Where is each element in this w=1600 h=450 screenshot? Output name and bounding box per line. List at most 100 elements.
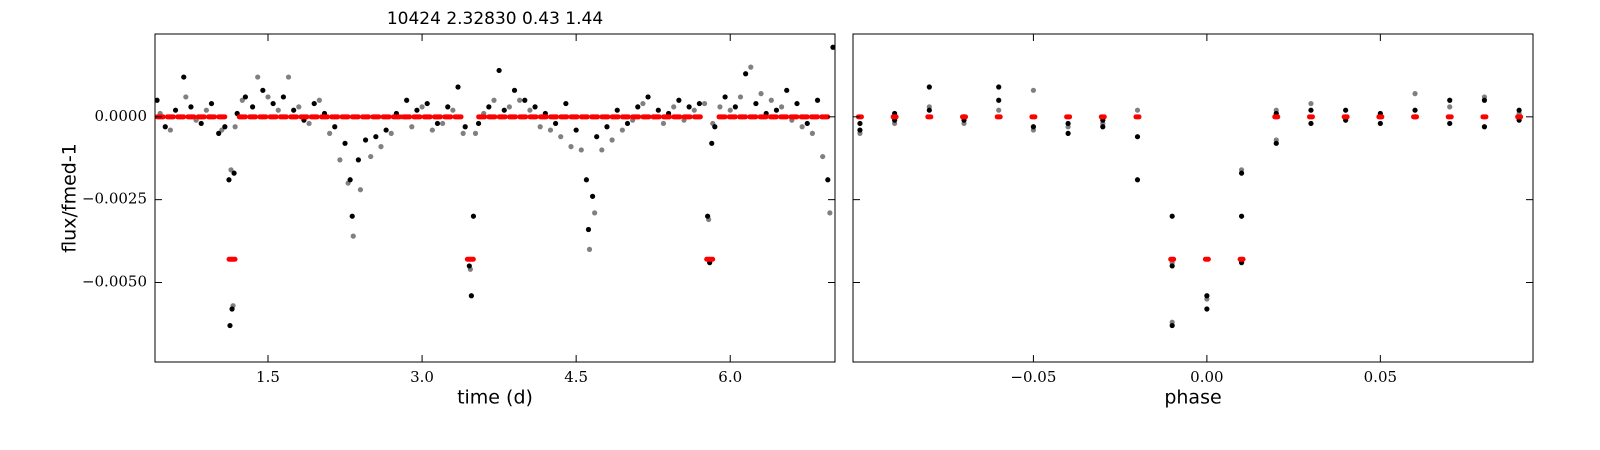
model-point bbox=[960, 114, 969, 120]
data-point bbox=[645, 94, 651, 100]
data-point bbox=[660, 120, 667, 127]
data-point bbox=[388, 130, 394, 136]
data-point bbox=[228, 167, 234, 173]
model-point bbox=[661, 114, 673, 120]
data-point bbox=[1516, 107, 1522, 113]
data-point bbox=[226, 177, 232, 183]
data-point bbox=[229, 306, 235, 312]
data-point bbox=[527, 107, 533, 113]
data-point bbox=[586, 246, 593, 252]
data-point bbox=[231, 170, 237, 176]
model-point bbox=[288, 114, 300, 120]
data-point bbox=[583, 177, 590, 183]
model-point bbox=[236, 114, 248, 120]
data-point bbox=[635, 104, 641, 110]
x-tick-label: −0.05 bbox=[1010, 368, 1056, 386]
data-point bbox=[857, 120, 863, 127]
data-point bbox=[1308, 120, 1314, 127]
model-point bbox=[1341, 114, 1350, 120]
model-point bbox=[452, 114, 464, 120]
data-point bbox=[804, 120, 810, 127]
model-point bbox=[568, 114, 580, 120]
data-point bbox=[1412, 107, 1418, 113]
data-point bbox=[470, 213, 477, 219]
data-point bbox=[671, 104, 677, 110]
x-tick-label: 0.05 bbox=[1364, 368, 1397, 386]
data-point bbox=[414, 107, 420, 113]
model-point bbox=[390, 114, 402, 120]
data-point bbox=[468, 293, 474, 299]
data-point bbox=[222, 124, 228, 130]
model-point bbox=[691, 114, 703, 120]
x-tick-label: 6.0 bbox=[718, 368, 742, 386]
y-tick-label: 0.0000 bbox=[95, 107, 148, 125]
data-point bbox=[585, 226, 592, 233]
data-point bbox=[1343, 107, 1349, 113]
model-point bbox=[609, 114, 621, 120]
x-tick-label: 3.0 bbox=[410, 368, 434, 386]
data-point bbox=[926, 84, 932, 90]
data-point bbox=[1447, 120, 1453, 127]
data-point bbox=[1134, 107, 1141, 113]
data-point bbox=[809, 130, 816, 136]
data-point bbox=[249, 104, 256, 110]
data-point bbox=[996, 107, 1002, 113]
model-point bbox=[737, 114, 749, 120]
data-point bbox=[701, 100, 708, 107]
data-point bbox=[1134, 177, 1141, 183]
data-point bbox=[599, 147, 605, 153]
data-point bbox=[296, 104, 302, 110]
data-point bbox=[239, 97, 245, 103]
data-point bbox=[501, 107, 507, 113]
model-point bbox=[431, 114, 443, 120]
data-point bbox=[547, 127, 554, 133]
model-point bbox=[1202, 256, 1211, 262]
data-point bbox=[285, 74, 292, 80]
data-point bbox=[1447, 97, 1453, 103]
data-point bbox=[996, 84, 1002, 90]
data-point bbox=[154, 97, 160, 103]
data-point bbox=[491, 97, 497, 103]
data-point bbox=[522, 97, 528, 103]
data-point bbox=[167, 127, 174, 133]
data-point bbox=[592, 210, 598, 216]
x-tick-label: 0.00 bbox=[1190, 368, 1223, 386]
model-point bbox=[195, 114, 207, 120]
data-point bbox=[1065, 120, 1071, 127]
data-point bbox=[517, 97, 523, 103]
model-point bbox=[1376, 114, 1385, 120]
model-point bbox=[808, 114, 820, 120]
model-point bbox=[681, 114, 693, 120]
data-point bbox=[709, 140, 715, 146]
data-point bbox=[655, 107, 661, 113]
model-point bbox=[747, 114, 759, 120]
model-point bbox=[630, 114, 642, 120]
data-point bbox=[511, 87, 518, 93]
data-point bbox=[181, 74, 187, 80]
data-point bbox=[1065, 130, 1071, 136]
data-point bbox=[778, 104, 785, 110]
data-point bbox=[624, 120, 631, 127]
data-point bbox=[696, 100, 703, 107]
data-point bbox=[1030, 124, 1037, 130]
model-point bbox=[537, 114, 549, 120]
model-point bbox=[329, 114, 341, 120]
model-point bbox=[411, 114, 423, 120]
data-point bbox=[450, 107, 456, 113]
model-point bbox=[506, 114, 518, 120]
model-point bbox=[788, 114, 800, 120]
model-point bbox=[175, 114, 187, 120]
data-point bbox=[162, 124, 168, 130]
model-point bbox=[1515, 114, 1524, 120]
model-point bbox=[1445, 114, 1454, 120]
data-point bbox=[291, 107, 297, 113]
data-point bbox=[1273, 140, 1279, 146]
data-point bbox=[537, 124, 543, 130]
model-point bbox=[349, 114, 361, 120]
chart-title: 10424 2.32830 0.43 1.44 bbox=[387, 9, 603, 29]
data-point bbox=[316, 97, 322, 103]
data-point bbox=[768, 97, 774, 103]
model-point bbox=[671, 114, 683, 120]
data-point bbox=[429, 127, 435, 133]
y-axis-label: flux/fmed-1 bbox=[59, 143, 81, 253]
